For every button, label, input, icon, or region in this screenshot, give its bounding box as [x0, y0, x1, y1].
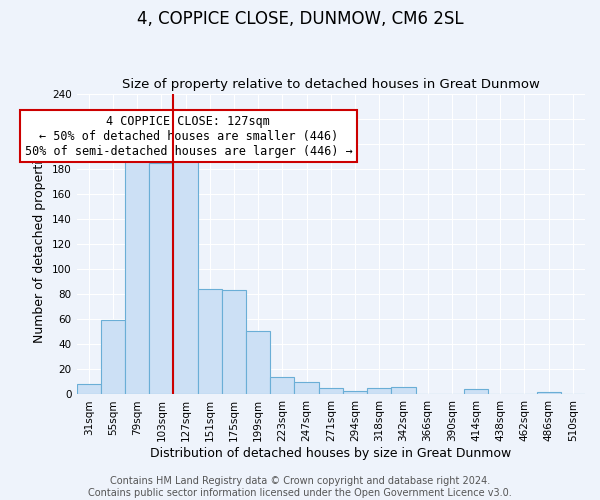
Y-axis label: Number of detached properties: Number of detached properties [34, 146, 46, 342]
Bar [173, 152, 197, 394]
Title: Size of property relative to detached houses in Great Dunmow: Size of property relative to detached ho… [122, 78, 540, 91]
Bar [222, 290, 246, 395]
Bar [270, 377, 295, 394]
Bar [77, 384, 101, 394]
Text: 4, COPPICE CLOSE, DUNMOW, CM6 2SL: 4, COPPICE CLOSE, DUNMOW, CM6 2SL [137, 10, 463, 28]
Bar [197, 289, 222, 395]
Bar [246, 330, 270, 394]
Bar [319, 388, 343, 394]
Bar [367, 388, 391, 394]
Bar [101, 320, 125, 394]
Bar [536, 392, 561, 394]
X-axis label: Distribution of detached houses by size in Great Dunmow: Distribution of detached houses by size … [150, 447, 511, 460]
Bar [464, 390, 488, 394]
Bar [391, 387, 416, 394]
Bar [149, 162, 173, 394]
Bar [125, 142, 149, 394]
Bar [343, 390, 367, 394]
Text: Contains HM Land Registry data © Crown copyright and database right 2024.
Contai: Contains HM Land Registry data © Crown c… [88, 476, 512, 498]
Bar [295, 382, 319, 394]
Text: 4 COPPICE CLOSE: 127sqm
← 50% of detached houses are smaller (446)
50% of semi-d: 4 COPPICE CLOSE: 127sqm ← 50% of detache… [25, 114, 352, 158]
